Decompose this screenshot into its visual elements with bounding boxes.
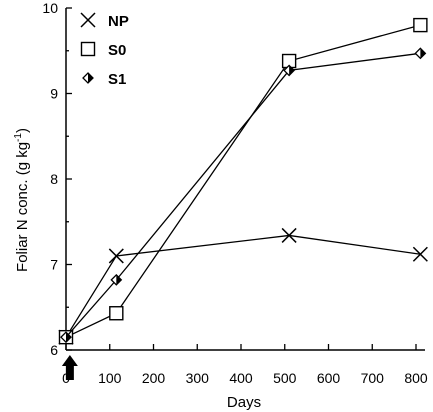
legend-label: S0 [108,42,126,59]
data-point-s1 [283,64,296,77]
x-tick-label: 500 [273,370,297,386]
data-point-s1 [414,47,427,60]
series-s1 [60,47,427,344]
y-axis-title: Foliar N conc. (g kg-1) [13,128,31,272]
y-tick-label: 7 [50,257,58,273]
x-tick-label: 200 [142,370,166,386]
axes: 6789100100200300400500600700800 [42,0,427,386]
y-tick-label: 10 [42,0,58,16]
y-axis-title-sup: -1 [13,133,24,142]
series-layer [58,17,428,345]
data-point-s1 [110,273,123,286]
data-point-np [108,248,124,264]
series-np [58,227,428,345]
legend: NP S0 S1 [80,12,129,88]
data-point-s1 [60,331,72,344]
y-tick-label: 8 [50,171,58,187]
legend-item-s0: S0 [80,41,126,59]
y-tick-label: 6 [50,342,58,358]
legend-item-np: NP [80,12,129,30]
legend-item-s1: S1 [82,71,126,88]
series-line-np [65,234,421,338]
data-point-s0 [413,17,428,33]
series-line-s1 [65,52,421,338]
data-point-np [281,227,297,243]
x-tick-label: 800 [404,370,428,386]
y-axis-title-close: ) [14,128,31,133]
x-axis-title: Days [227,394,261,411]
arrow-annotation [61,355,78,380]
legend-label: NP [108,13,129,30]
series-s0 [58,17,428,345]
x-tick-label: 100 [98,370,122,386]
y-axis-title-main: Foliar N conc. (g kg [14,142,31,272]
x-tick-label: 700 [361,370,385,386]
y-tick-label: 9 [50,86,58,102]
data-point-np [412,246,428,262]
legend-marker [80,41,96,57]
legend-marker [80,12,96,28]
x-tick-label: 600 [317,370,341,386]
legend-label: S1 [108,71,126,88]
data-point-s0 [109,306,124,321]
x-tick-label: 400 [229,370,253,386]
series-line-s0 [65,24,421,338]
legend-marker [82,72,94,84]
x-tick-label: 300 [186,370,210,386]
